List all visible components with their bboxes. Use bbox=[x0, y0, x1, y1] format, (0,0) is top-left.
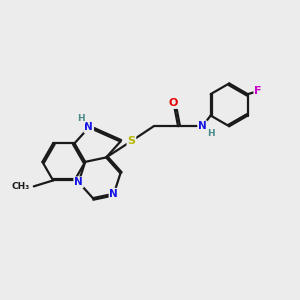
Text: N: N bbox=[198, 121, 207, 131]
Text: F: F bbox=[254, 86, 262, 96]
Text: N: N bbox=[84, 122, 93, 133]
Text: S: S bbox=[128, 136, 135, 146]
Text: H: H bbox=[207, 129, 214, 138]
Text: N: N bbox=[74, 177, 83, 187]
Text: H: H bbox=[78, 114, 85, 123]
Text: N: N bbox=[110, 189, 118, 199]
Text: O: O bbox=[169, 98, 178, 108]
Text: CH₃: CH₃ bbox=[12, 182, 30, 191]
